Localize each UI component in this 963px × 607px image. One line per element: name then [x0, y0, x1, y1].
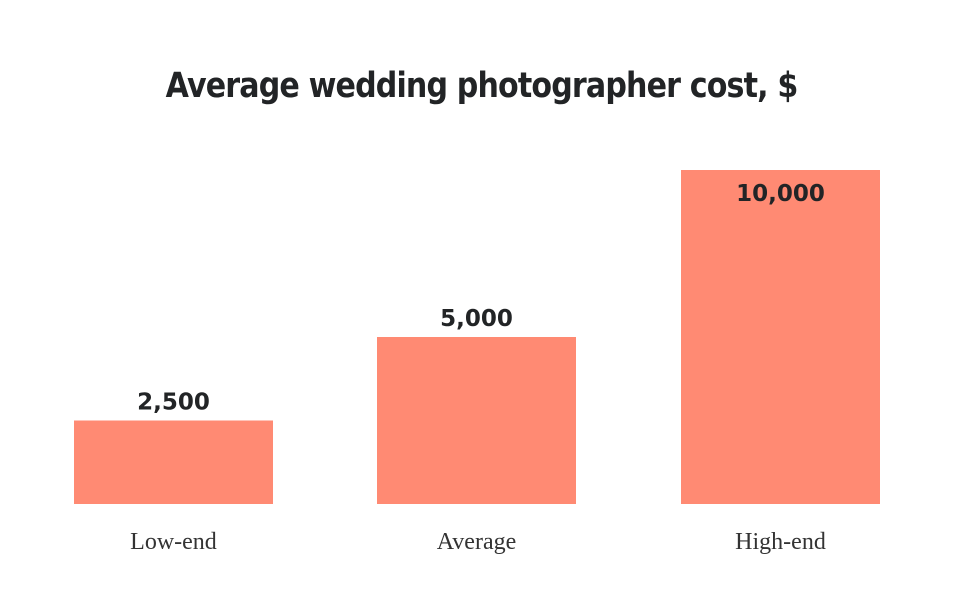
bar-high-end: [681, 170, 880, 504]
bar-average: [377, 337, 576, 504]
category-label-high-end: High-end: [735, 529, 826, 555]
category-label-average: Average: [437, 529, 517, 555]
bar-low-end: [74, 420, 273, 504]
value-label-average: 5,000: [440, 306, 513, 332]
value-label-high-end: 10,000: [736, 181, 825, 207]
chart-title: Average wedding photographer cost, $: [165, 66, 799, 106]
category-label-low-end: Low-end: [130, 529, 217, 555]
value-label-low-end: 2,500: [137, 390, 210, 416]
